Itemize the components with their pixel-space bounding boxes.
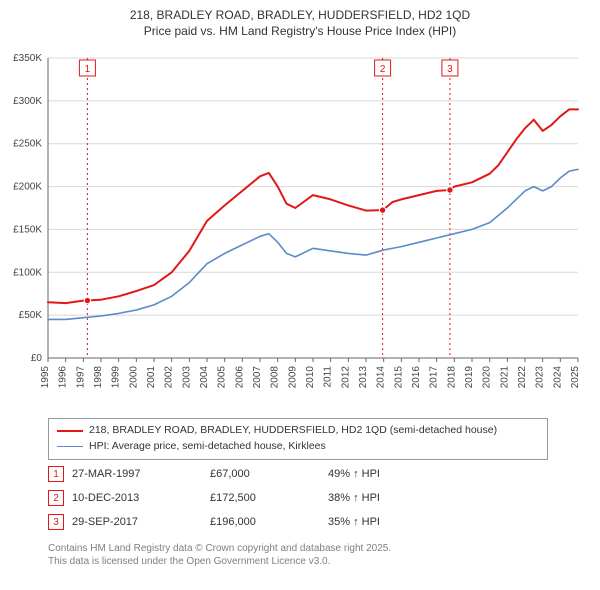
footer-line1: Contains HM Land Registry data © Crown c… <box>48 542 558 555</box>
svg-text:2015: 2015 <box>393 366 404 389</box>
svg-text:2024: 2024 <box>552 366 563 389</box>
svg-text:2008: 2008 <box>270 366 281 389</box>
marker-price: £196,000 <box>210 516 320 528</box>
svg-text:2: 2 <box>380 64 386 75</box>
svg-text:2012: 2012 <box>340 366 351 389</box>
svg-text:2016: 2016 <box>411 366 422 389</box>
svg-text:2007: 2007 <box>252 366 263 389</box>
svg-text:2010: 2010 <box>305 366 316 389</box>
chart-title: 218, BRADLEY ROAD, BRADLEY, HUDDERSFIELD… <box>0 0 600 39</box>
svg-text:2025: 2025 <box>570 366 581 389</box>
svg-text:£350K: £350K <box>13 53 42 64</box>
svg-text:£50K: £50K <box>19 310 43 321</box>
legend: 218, BRADLEY ROAD, BRADLEY, HUDDERSFIELD… <box>48 418 548 460</box>
svg-text:1997: 1997 <box>75 366 86 389</box>
svg-text:1996: 1996 <box>58 366 69 389</box>
legend-label: HPI: Average price, semi-detached house,… <box>89 439 326 455</box>
svg-text:£150K: £150K <box>13 224 42 235</box>
svg-text:1999: 1999 <box>111 366 122 389</box>
legend-row: HPI: Average price, semi-detached house,… <box>57 439 539 455</box>
title-line2: Price paid vs. HM Land Registry's House … <box>0 24 600 40</box>
svg-text:2003: 2003 <box>181 366 192 389</box>
marker-row: 3 29-SEP-2017 £196,000 35% ↑ HPI <box>48 510 548 534</box>
svg-text:2022: 2022 <box>517 366 528 389</box>
svg-text:£300K: £300K <box>13 96 42 107</box>
svg-text:2017: 2017 <box>429 366 440 389</box>
footer-line2: This data is licensed under the Open Gov… <box>48 555 558 568</box>
legend-swatch <box>57 430 83 432</box>
footer: Contains HM Land Registry data © Crown c… <box>48 542 558 568</box>
svg-text:2004: 2004 <box>199 366 210 389</box>
svg-text:2019: 2019 <box>464 366 475 389</box>
svg-text:2001: 2001 <box>146 366 157 389</box>
marker-row: 1 27-MAR-1997 £67,000 49% ↑ HPI <box>48 462 548 486</box>
marker-index-box: 3 <box>48 514 64 530</box>
legend-row: 218, BRADLEY ROAD, BRADLEY, HUDDERSFIELD… <box>57 423 539 439</box>
marker-price: £67,000 <box>210 468 320 480</box>
svg-text:2011: 2011 <box>323 366 334 388</box>
svg-text:3: 3 <box>447 64 453 75</box>
svg-text:£100K: £100K <box>13 267 42 278</box>
marker-date: 10-DEC-2013 <box>72 492 202 504</box>
marker-index-box: 2 <box>48 490 64 506</box>
svg-text:2014: 2014 <box>376 366 387 389</box>
svg-text:2021: 2021 <box>499 366 510 389</box>
legend-label: 218, BRADLEY ROAD, BRADLEY, HUDDERSFIELD… <box>89 423 497 439</box>
marker-row: 2 10-DEC-2013 £172,500 38% ↑ HPI <box>48 486 548 510</box>
marker-pct: 38% ↑ HPI <box>328 492 458 504</box>
svg-text:2009: 2009 <box>287 366 298 389</box>
svg-text:£250K: £250K <box>13 139 42 150</box>
marker-price: £172,500 <box>210 492 320 504</box>
chart: £0 £50K £100K £150K £200K £250K £300K £350K 1995… <box>0 50 600 410</box>
svg-text:2000: 2000 <box>128 366 139 389</box>
marker-table: 1 27-MAR-1997 £67,000 49% ↑ HPI 2 10-DEC-2013… <box>48 462 548 534</box>
marker-pct: 35% ↑ HPI <box>328 516 458 528</box>
svg-text:2023: 2023 <box>535 366 546 389</box>
marker-index-box: 1 <box>48 466 64 482</box>
svg-text:£0: £0 <box>31 353 43 364</box>
marker-date: 27-MAR-1997 <box>72 468 202 480</box>
marker-date: 29-SEP-2017 <box>72 516 202 528</box>
svg-text:2013: 2013 <box>358 366 369 389</box>
svg-text:1998: 1998 <box>93 366 104 389</box>
svg-text:2020: 2020 <box>482 366 493 389</box>
svg-text:1995: 1995 <box>40 366 51 389</box>
svg-text:2002: 2002 <box>164 366 175 389</box>
chart-svg: £0 £50K £100K £150K £200K £250K £300K £350K 1995… <box>0 50 600 410</box>
svg-text:2006: 2006 <box>234 366 245 389</box>
title-line1: 218, BRADLEY ROAD, BRADLEY, HUDDERSFIELD… <box>0 8 600 24</box>
svg-text:2005: 2005 <box>217 366 228 389</box>
legend-swatch <box>57 446 83 447</box>
svg-text:2018: 2018 <box>446 366 457 389</box>
marker-pct: 49% ↑ HPI <box>328 468 458 480</box>
svg-text:£200K: £200K <box>13 182 42 193</box>
svg-text:1: 1 <box>85 64 91 75</box>
